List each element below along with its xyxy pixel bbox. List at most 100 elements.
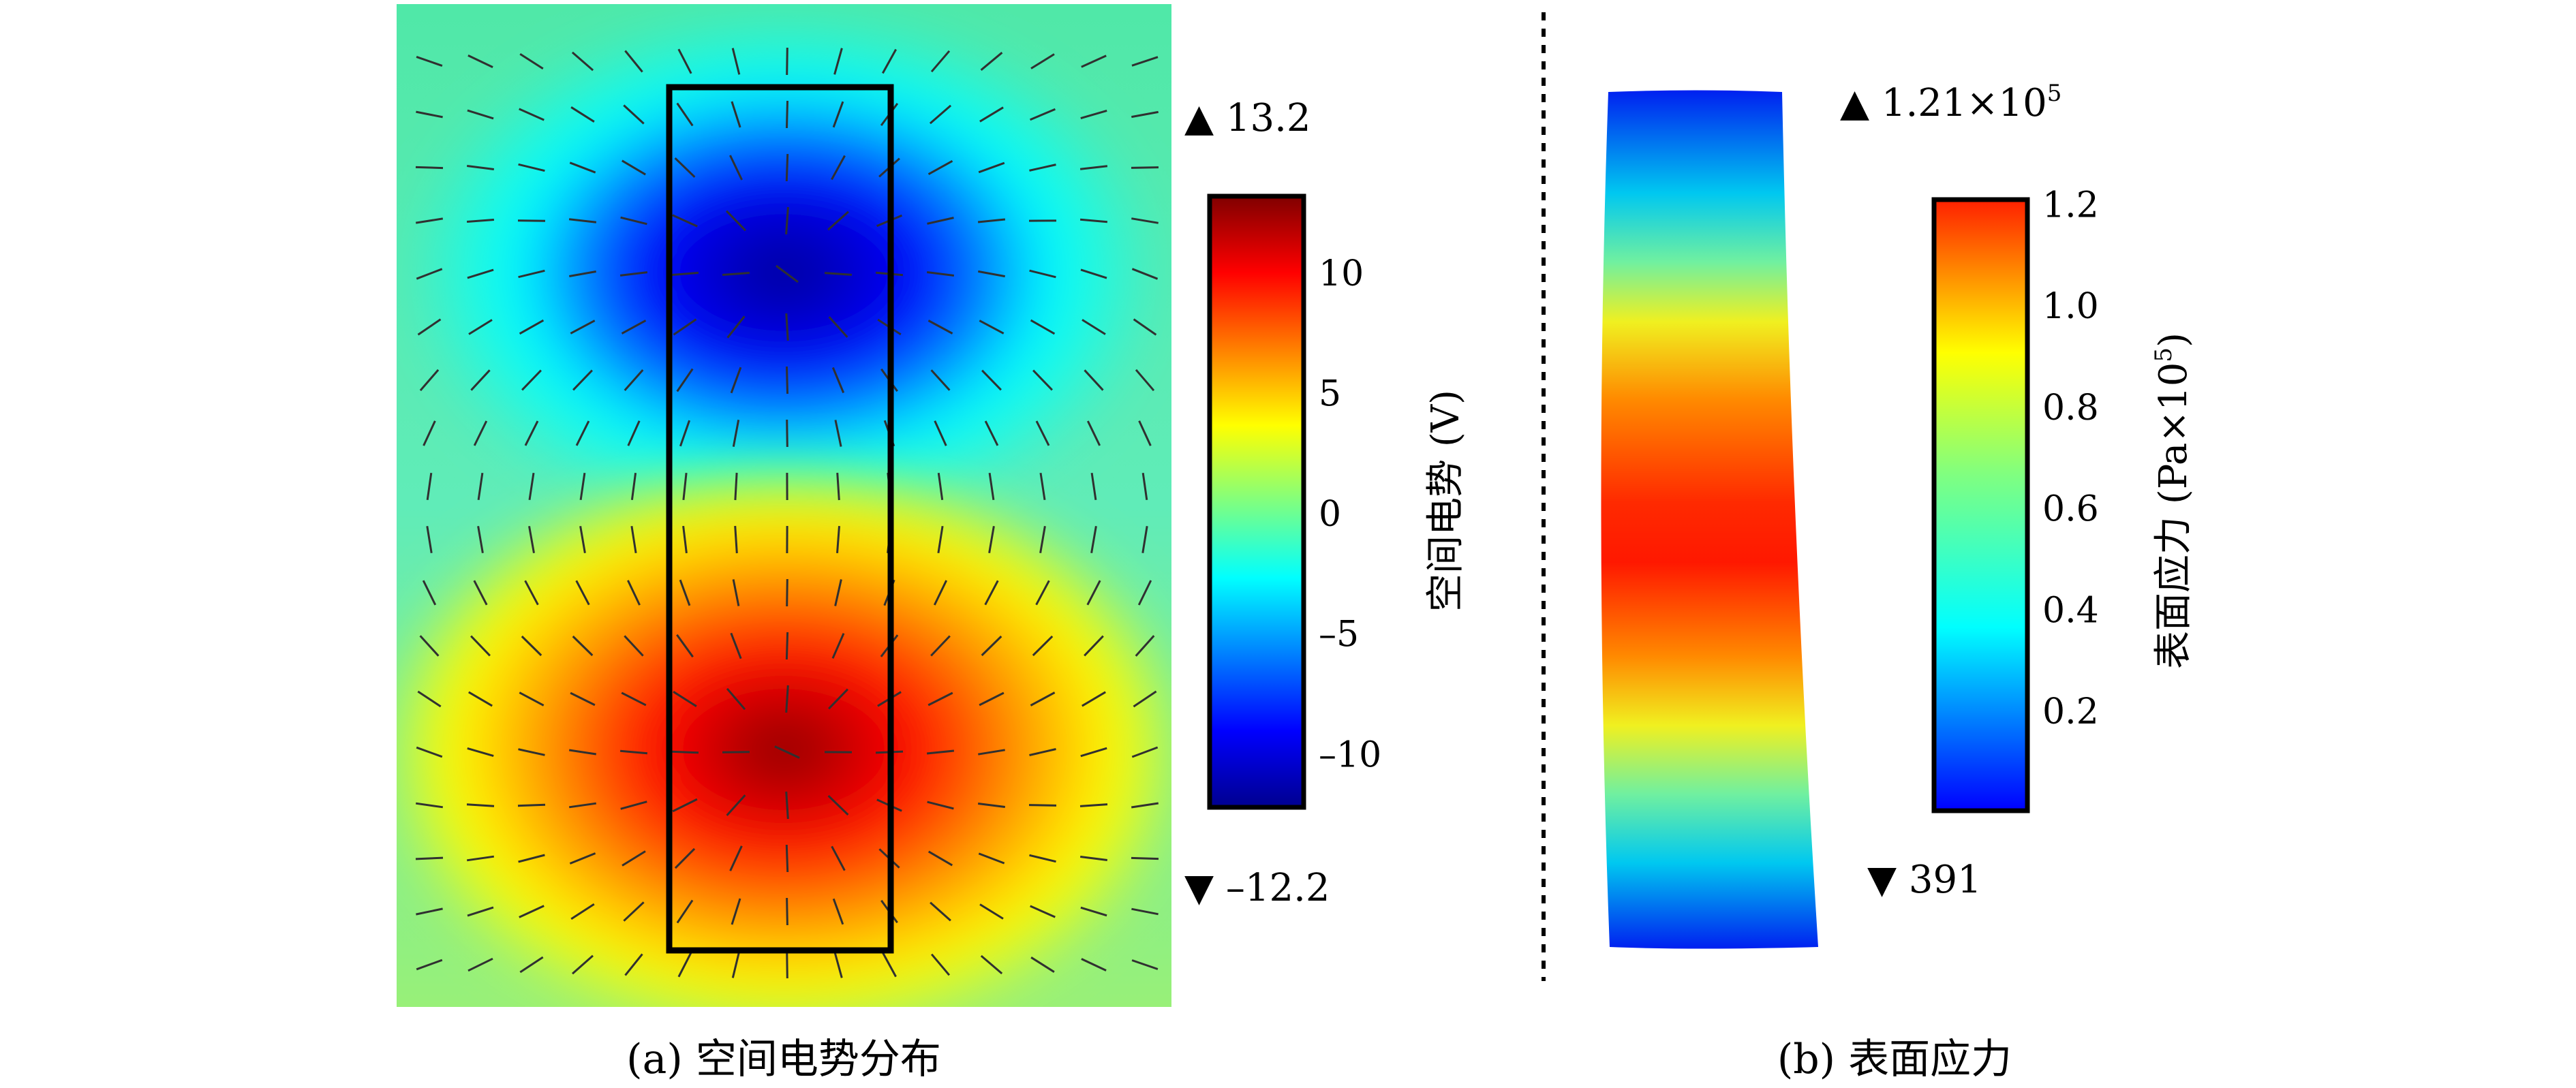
stress-max-exponent: 5 [2047, 80, 2062, 107]
field-arrow [726, 315, 746, 339]
field-arrow [979, 903, 1004, 920]
field-arrow [621, 691, 647, 706]
field-arrow [1035, 420, 1050, 446]
field-arrow [477, 472, 484, 501]
field-arrow [786, 47, 788, 76]
field-arrow [519, 108, 545, 121]
field-arrow [524, 420, 539, 446]
field-arrow [671, 271, 699, 277]
field-arrow [732, 420, 740, 447]
field-arrow [831, 155, 846, 181]
stress-beam [1601, 90, 1818, 949]
field-arrow [1131, 746, 1159, 758]
stress-tick-label: 1.2 [2042, 185, 2099, 226]
field-arrow [416, 746, 443, 758]
field-arrow [568, 802, 597, 809]
field-arrow [415, 166, 444, 170]
field-arrow [1082, 691, 1106, 707]
field-arrow [572, 635, 594, 657]
field-arrow [785, 791, 789, 820]
field-arrow [466, 855, 495, 862]
stress-max-label: ▲ 1.21×105 [1840, 80, 2061, 125]
field-arrow [1029, 164, 1056, 172]
field-arrow [419, 635, 440, 657]
field-arrow [473, 420, 488, 446]
potential-tick-label: –5 [1319, 615, 1359, 655]
field-arrow [1131, 268, 1159, 280]
field-arrow [1137, 580, 1152, 606]
field-arrow [621, 320, 647, 335]
field-arrow [731, 898, 741, 925]
field-arrow [627, 580, 641, 606]
field-arrow [786, 950, 788, 979]
field-arrow [1080, 109, 1107, 120]
field-arrow [416, 268, 443, 280]
stress-colorbar-ticks: 1.2 1.0 0.8 0.6 0.4 0.2 [2042, 185, 2099, 732]
field-arrow [477, 526, 484, 553]
field-arrow [979, 320, 1005, 335]
field-arrow [620, 216, 647, 226]
field-arrow [978, 270, 1005, 278]
field-arrow [786, 366, 788, 394]
stress-colorbar-label-exponent: 5 [2150, 347, 2177, 362]
field-arrow [575, 420, 590, 446]
field-arrow [734, 525, 738, 554]
field-arrow [518, 748, 545, 756]
field-arrow [1029, 269, 1056, 279]
field-arrow [1032, 369, 1053, 391]
field-arrow [569, 161, 596, 174]
stress-tick-label: 0.8 [2042, 388, 2099, 429]
field-arrow [834, 579, 842, 606]
field-arrow [1141, 526, 1148, 553]
field-arrow [979, 106, 1004, 123]
field-arrow [1030, 108, 1056, 121]
potential-tick-label: 5 [1319, 374, 1341, 415]
electrode-outline [666, 84, 894, 954]
potential-min-label: ▼ –12.2 [1184, 866, 1330, 910]
field-arrow [827, 795, 849, 815]
field-arrow [570, 106, 595, 123]
field-arrow [832, 101, 844, 128]
field-arrow [1084, 635, 1104, 657]
field-arrow [672, 214, 698, 228]
stress-tick-label: 1.0 [2042, 286, 2099, 327]
field-arrow [518, 854, 545, 863]
field-arrow [467, 906, 494, 917]
field-arrow [1030, 957, 1055, 973]
field-arrow [415, 856, 444, 860]
field-arrow [1131, 959, 1159, 970]
field-arrow [1090, 472, 1097, 501]
field-arrow [832, 898, 844, 925]
field-arrow [1133, 690, 1157, 708]
field-arrow [1039, 472, 1046, 501]
field-arrow [927, 691, 953, 706]
field-arrow [929, 104, 952, 125]
field-arrow [1135, 635, 1155, 657]
stress-colorbar-label: 表面应力 (Pa×105) [2150, 332, 2196, 669]
field-arrow [1080, 268, 1107, 279]
field-arrow [630, 525, 637, 554]
field-arrow [470, 635, 491, 657]
field-arrow [674, 157, 696, 178]
field-arrow [468, 319, 493, 335]
field-arrow [524, 580, 539, 606]
potential-max-label: ▲ 13.2 [1184, 96, 1311, 140]
field-arrow [676, 368, 694, 392]
field-arrow [1079, 165, 1108, 170]
field-arrow [417, 690, 442, 708]
field-arrow [1090, 526, 1097, 553]
field-arrow [927, 320, 953, 335]
field-arrow [785, 685, 789, 713]
potential-tick-label: 10 [1319, 253, 1364, 294]
field-arrow [1079, 803, 1108, 807]
field-arrow [416, 907, 443, 916]
field-arrow [624, 50, 643, 73]
field-arrow [785, 206, 789, 235]
field-arrow [467, 957, 493, 972]
field-arrow [978, 803, 1005, 808]
field-arrow [881, 48, 898, 74]
potential-colorbar-label: 空间电势 (V) [1424, 390, 1468, 612]
field-arrow [927, 271, 954, 277]
field-arrow [423, 420, 436, 446]
